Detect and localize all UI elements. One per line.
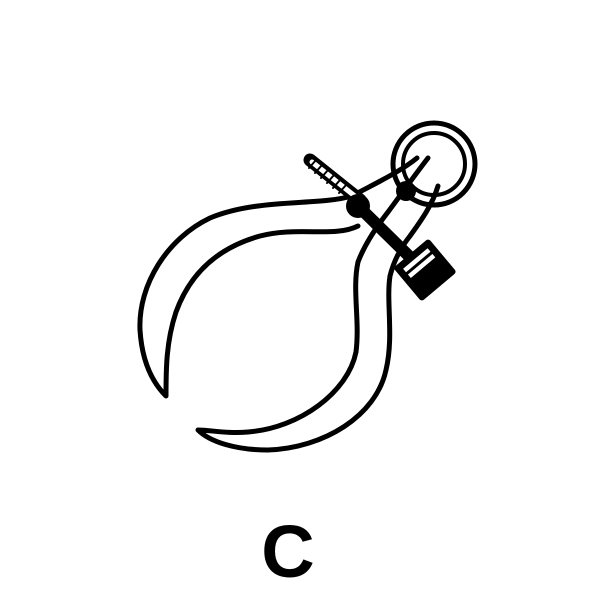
figure-label: C xyxy=(261,510,315,593)
threaded-rod xyxy=(303,153,367,207)
pivot-rivet xyxy=(346,194,370,218)
caliper-left-leg xyxy=(137,155,420,399)
caliper-right-leg xyxy=(195,155,441,453)
knurled-nut-icon xyxy=(394,239,456,301)
upper-rivet xyxy=(396,181,416,201)
